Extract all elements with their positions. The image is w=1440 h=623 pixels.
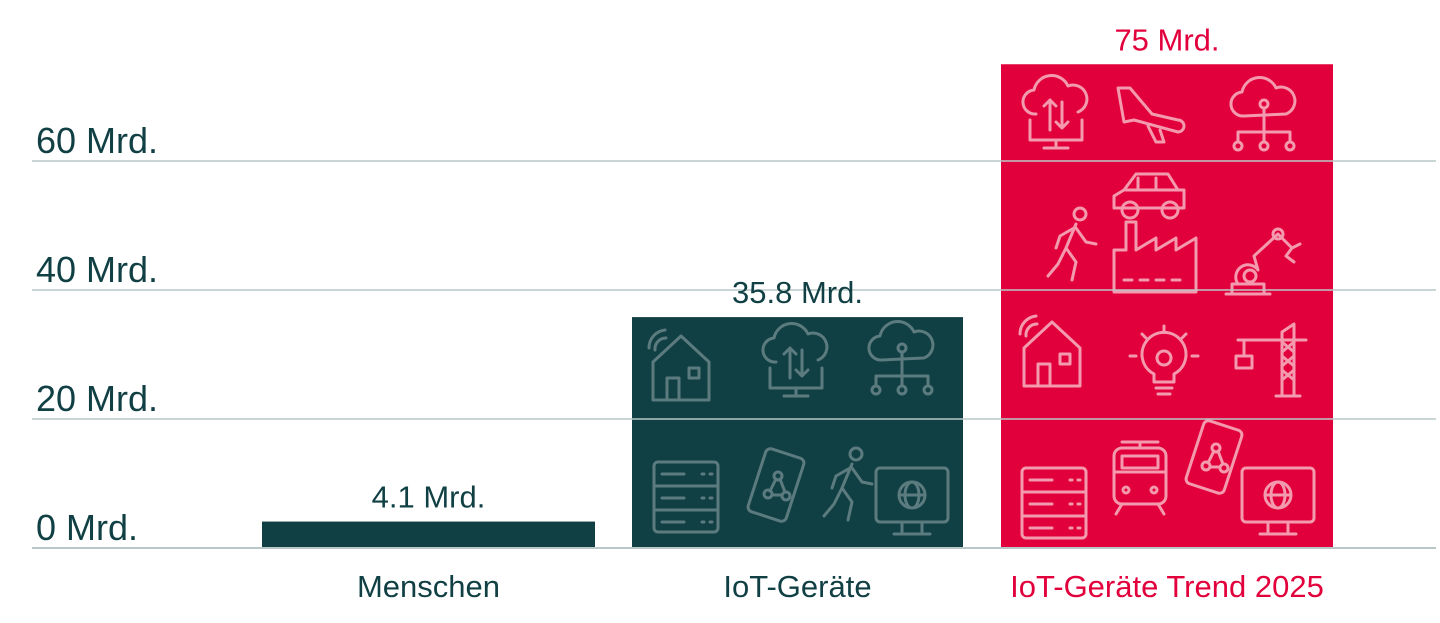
server-rack-icon bbox=[1020, 466, 1088, 540]
data-label: 4.1 Mrd. bbox=[372, 480, 486, 515]
car-icon bbox=[1112, 172, 1186, 220]
tram-icon bbox=[1112, 440, 1168, 516]
y-tick-label: 20 Mrd. bbox=[36, 378, 158, 419]
y-tick-label: 40 Mrd. bbox=[36, 249, 158, 290]
category-label: Menschen bbox=[357, 569, 500, 604]
phone-network-icon bbox=[1184, 419, 1244, 495]
cloud-upload-icon bbox=[1021, 74, 1089, 150]
gridlines-group bbox=[32, 160, 1436, 549]
factory-icon bbox=[1112, 220, 1198, 294]
cloud-network-icon bbox=[1229, 76, 1297, 152]
walking-person-icon bbox=[1046, 206, 1098, 282]
robot-arm-icon bbox=[1224, 227, 1302, 296]
y-tick-label: 60 Mrd. bbox=[36, 120, 158, 161]
icons-group bbox=[647, 74, 1316, 540]
category-label: IoT-Geräte bbox=[723, 569, 871, 604]
lightbulb-gear-icon bbox=[1128, 324, 1200, 396]
bar-2 bbox=[632, 317, 963, 548]
data-label: 75 Mrd. bbox=[1114, 22, 1219, 57]
monitor-globe-icon bbox=[1240, 466, 1316, 536]
y-tick-labels-group: 0 Mrd. 20 Mrd. 40 Mrd. 60 Mrd. bbox=[36, 120, 158, 548]
category-labels-group: Menschen IoT-Geräte IoT-Geräte Trend 2025 bbox=[357, 569, 1324, 604]
smart-home-icon bbox=[647, 328, 711, 402]
phone-network-icon bbox=[746, 447, 806, 523]
value-labels-group: 4.1 Mrd. 35.8 Mrd. 75 Mrd. bbox=[372, 22, 1220, 514]
monitor-globe-icon bbox=[874, 466, 950, 536]
walking-person-icon bbox=[822, 446, 874, 522]
y-tick-label: 0 Mrd. bbox=[36, 507, 138, 548]
cloud-network-icon bbox=[867, 320, 935, 396]
cloud-upload-icon bbox=[761, 322, 829, 398]
smart-home-icon bbox=[1018, 314, 1082, 388]
airplane-icon bbox=[1116, 86, 1186, 144]
crane-icon bbox=[1234, 322, 1308, 398]
category-label: IoT-Geräte Trend 2025 bbox=[1010, 569, 1324, 604]
server-rack-icon bbox=[652, 460, 720, 534]
data-label: 35.8 Mrd. bbox=[732, 275, 863, 310]
bar-1 bbox=[262, 521, 595, 548]
